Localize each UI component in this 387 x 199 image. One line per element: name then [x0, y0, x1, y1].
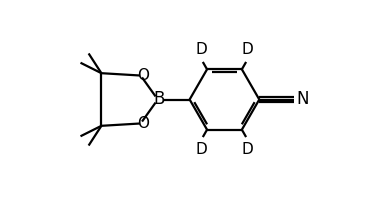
Text: D: D — [242, 42, 253, 57]
Text: O: O — [137, 116, 149, 131]
Text: B: B — [154, 91, 165, 108]
Text: D: D — [195, 42, 207, 57]
Text: O: O — [137, 68, 149, 83]
Text: D: D — [242, 142, 253, 157]
Text: D: D — [195, 142, 207, 157]
Text: N: N — [297, 91, 309, 108]
